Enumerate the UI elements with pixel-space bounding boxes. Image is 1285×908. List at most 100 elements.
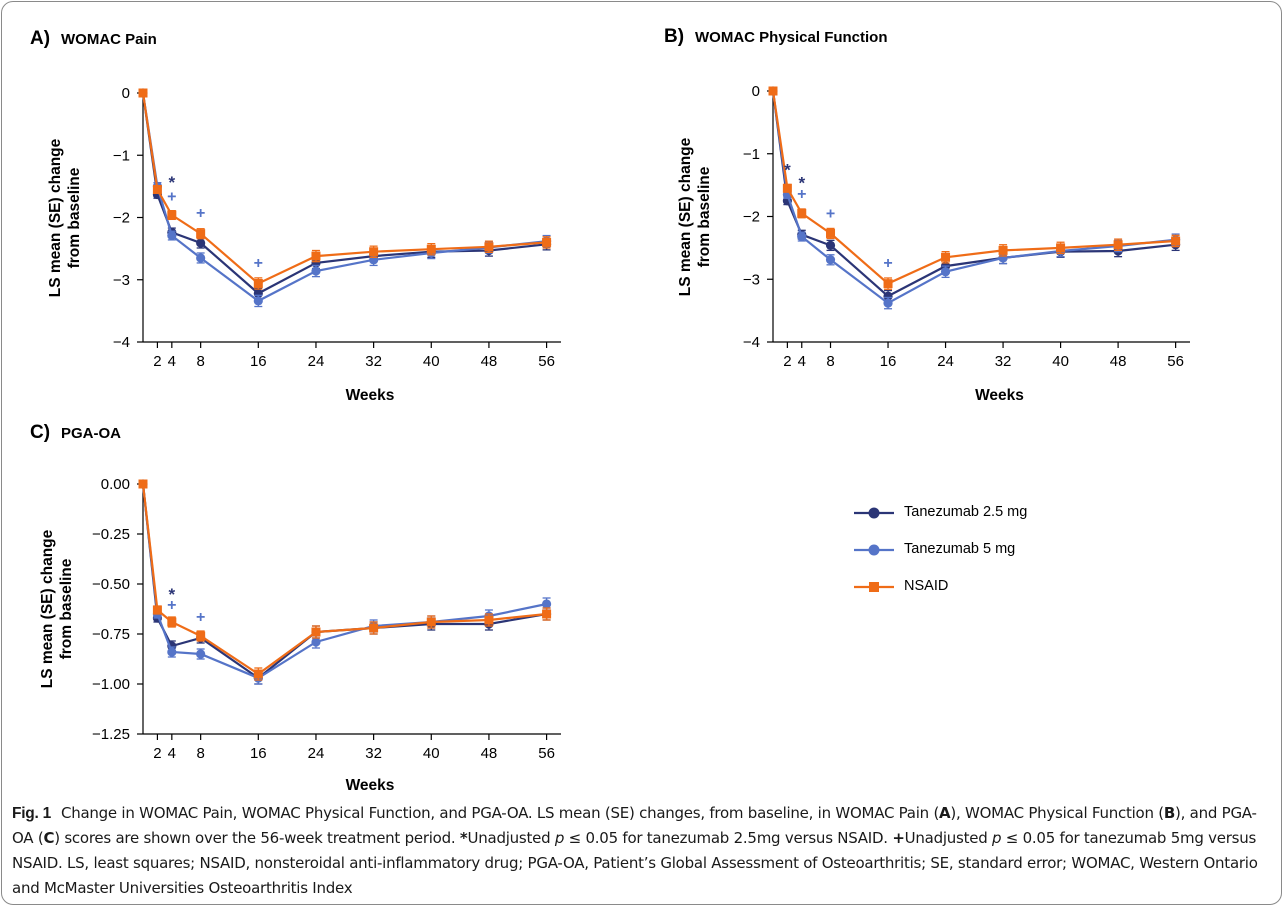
data-point-circle	[883, 291, 893, 301]
data-point-circle	[196, 253, 206, 263]
caption-ref-c: C	[43, 829, 55, 847]
series-line	[771, 90, 1176, 285]
significance-plus: +	[254, 255, 263, 272]
legend-label: Tanezumab 5 mg	[904, 541, 1016, 557]
panel-c-letter: C)	[30, 422, 50, 443]
data-point-square	[484, 242, 494, 252]
significance-plus: +	[167, 188, 176, 205]
series-line	[141, 92, 547, 285]
caption-text: ) scores are shown over the 56-week trea…	[54, 829, 460, 847]
legend-marker-square	[854, 582, 894, 592]
legend-label: Tanezumab 2.5 mg	[904, 504, 1028, 520]
x-tick-label: 16	[250, 745, 267, 762]
caption-text: ≤ 0.05 for tanezumab 5mg versus NSAID. L…	[12, 829, 1258, 897]
significance-star: *	[784, 161, 791, 180]
y-tick-label: −3	[113, 272, 130, 289]
x-axis-label: Weeks	[975, 387, 1024, 404]
y-tick-label: −3	[743, 271, 760, 288]
y-tick-label: −0.25	[92, 526, 130, 543]
caption-text: ), and PGA-OA (	[12, 804, 1257, 847]
y-axis-label: LS mean (SE) change from baseline	[47, 138, 83, 297]
series-line	[141, 92, 547, 303]
data-point-circle	[167, 230, 177, 241]
y-tick-label: 0	[752, 83, 760, 100]
x-tick-label: 24	[308, 745, 325, 762]
y-tick-label: −0.75	[92, 626, 130, 643]
data-point-square	[152, 605, 162, 615]
significance-star: *	[169, 173, 176, 192]
y-tick-label: −1	[113, 147, 130, 164]
y-axis-label-line: LS mean (SE) change	[39, 529, 56, 688]
x-tick-label: 56	[538, 353, 555, 370]
y-tick-label: −2	[743, 209, 760, 226]
data-point-square	[1056, 243, 1066, 253]
data-point-circle	[797, 231, 807, 242]
x-tick-label: 56	[538, 745, 555, 762]
caption-text: ), WOMAC Physical Function (	[950, 804, 1164, 822]
caption-fig-label: Fig. 1	[12, 805, 51, 822]
data-point-square	[311, 627, 321, 637]
x-tick-label: 4	[798, 353, 806, 370]
caption-ref-a: A	[939, 804, 951, 822]
data-point-circle	[825, 255, 836, 265]
y-axis-label-line: from baseline	[66, 167, 83, 268]
data-point-square	[542, 237, 552, 247]
panel-a-title: WOMAC Pain	[61, 31, 157, 48]
legend-item-tanezumab-5: Tanezumab 5 mg	[852, 537, 1072, 574]
significance-plus: +	[196, 609, 205, 626]
y-tick-label: −1.25	[92, 726, 130, 743]
y-tick-label: 0	[122, 85, 130, 102]
x-tick-label: 8	[196, 353, 204, 370]
data-point-square	[196, 631, 206, 641]
data-point-square	[941, 252, 951, 262]
data-point-square	[998, 245, 1008, 255]
y-axis-label-line: LS mean (SE) change	[47, 138, 64, 297]
y-tick-label: −0.50	[92, 576, 130, 593]
y-axis-label-line: from baseline	[58, 558, 75, 659]
significance-plus: +	[883, 255, 892, 272]
x-tick-label: 2	[783, 353, 791, 370]
caption-p-symbol: p	[554, 829, 565, 847]
x-tick-label: 48	[481, 745, 498, 762]
data-point-circle	[883, 298, 893, 308]
data-point-square	[152, 184, 162, 194]
data-point-circle	[940, 267, 951, 277]
data-point-square	[426, 244, 436, 254]
x-tick-label: 2	[153, 353, 161, 370]
x-tick-label: 32	[365, 353, 382, 370]
data-point-square	[253, 669, 263, 679]
caption-text: Unadjusted	[904, 829, 992, 847]
y-axis-label: LS mean (SE) change from baseline	[39, 529, 75, 688]
data-point-square	[1113, 240, 1123, 250]
x-axis-label: Weeks	[346, 387, 395, 404]
series-line	[771, 90, 1176, 305]
x-tick-label: 8	[826, 353, 834, 370]
y-tick-label: −2	[113, 210, 130, 227]
data-point-square	[826, 228, 836, 238]
x-tick-label: 16	[880, 353, 897, 370]
x-tick-label: 40	[423, 745, 440, 762]
caption-text: ≤ 0.05 for tanezumab 2.5mg versus NSAID.	[564, 829, 893, 847]
x-tick-label: 40	[423, 353, 440, 370]
x-tick-label: 40	[1052, 353, 1069, 370]
figure-caption: Fig. 1 Change in WOMAC Pain, WOMAC Physic…	[12, 801, 1274, 901]
significance-plus: +	[797, 186, 806, 203]
panel-b-letter: B)	[664, 26, 684, 47]
data-point-square	[883, 279, 893, 289]
legend-item-tanezumab-2-5: Tanezumab 2.5 mg	[852, 500, 1072, 537]
data-point-circle	[311, 637, 321, 647]
y-tick-label: −4	[113, 334, 130, 351]
x-tick-label: 48	[481, 353, 498, 370]
x-tick-label: 56	[1167, 353, 1184, 370]
x-tick-label: 48	[1110, 353, 1127, 370]
series-line	[141, 483, 547, 676]
y-tick-label: 0.00	[101, 476, 130, 493]
data-point-square	[369, 623, 379, 633]
x-tick-label: 32	[365, 745, 382, 762]
data-point-square	[797, 208, 807, 218]
y-tick-label: −1.00	[92, 676, 130, 693]
panel-c-title: PGA-OA	[61, 425, 121, 442]
